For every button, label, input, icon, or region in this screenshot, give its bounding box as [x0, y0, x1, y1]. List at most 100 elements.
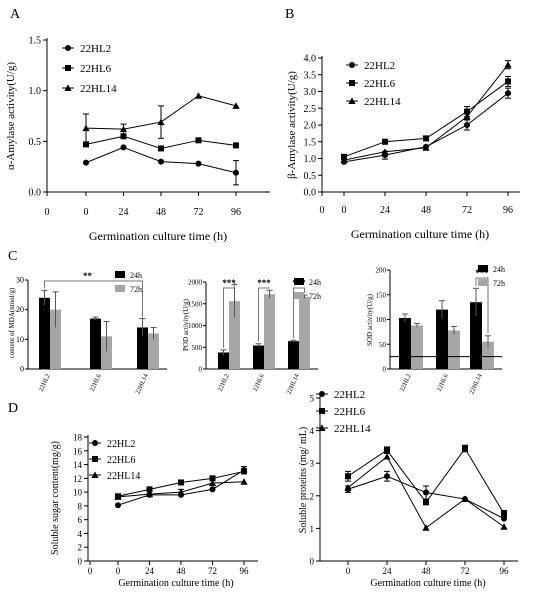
- chart-c2-bar-24h: [218, 352, 229, 369]
- chart-c3-x-tick-label: 22HL2: [399, 373, 413, 393]
- chart-c1-legend-swatch: [115, 285, 125, 292]
- chart-c3-bar-72h: [411, 325, 423, 369]
- chart-d1-point-22hl6: [146, 486, 153, 493]
- chart-c1-legend-label: 72h: [130, 285, 142, 294]
- chart-d2-legend-marker: [319, 408, 325, 414]
- chart-d2-point-22hl14: [422, 524, 430, 531]
- chart-b-y-axis-label: β-Amylase activity(U/g): [286, 71, 298, 179]
- chart-d1-y-tick-label: 0: [78, 557, 83, 567]
- chart-a-point-22hl6: [233, 142, 239, 149]
- chart-c3-y-tick-label: 50: [379, 341, 387, 349]
- chart-c3-y-tick-label: 0: [383, 366, 387, 374]
- chart-b-point-22hl6: [423, 135, 429, 142]
- chart-d2-x-tick-label: 96: [500, 566, 510, 576]
- chart-b-legend-label: 22HL2: [364, 60, 395, 72]
- chart-c2-significance-bracket: [223, 282, 235, 348]
- chart-d2-x-tick-label: 72: [461, 566, 470, 576]
- chart-d1-point-22hl2: [209, 486, 216, 493]
- chart-a-legend-label: 22HL2: [80, 43, 111, 55]
- chart-c2-x-tick-label: 22HL6: [252, 372, 266, 392]
- chart-c3-y-tick-label: 200: [376, 267, 387, 275]
- chart-c3-bar-72h: [448, 330, 460, 369]
- chart-c2-significance-bracket: [293, 287, 305, 339]
- chart-d2-y-tick-label: 0: [310, 557, 315, 567]
- chart-c1-y-tick-label: 10: [16, 335, 24, 344]
- chart-a-x-tick-label: 96: [231, 207, 241, 218]
- chart-c2-legend-label: 24h: [309, 278, 321, 287]
- chart-b-point-22hl2: [505, 90, 511, 97]
- chart-b-x-tick-label: 96: [503, 205, 513, 216]
- chart-d1-point-22hl14: [240, 478, 248, 485]
- panel-label-a: A: [10, 7, 21, 22]
- chart-c1-bar-72h: [50, 309, 61, 369]
- chart-c1-bar-24h: [137, 327, 148, 369]
- chart-c1-y-tick-label: 20: [16, 305, 24, 314]
- chart-b-point-22hl2: [464, 122, 470, 128]
- chart-d1-y-tick-label: 6: [78, 515, 83, 525]
- chart-a-point-22hl14: [82, 124, 90, 132]
- chart-d1-legend-marker: [92, 456, 98, 462]
- chart-d1-y-tick-label: 2: [78, 543, 83, 553]
- chart-b-x-axis-label: Germination culture time (h): [351, 227, 489, 241]
- chart-c3-y-tick-label: 100: [376, 316, 387, 324]
- chart-d1-x-tick-label: 0: [116, 566, 121, 576]
- chart-c2-significance-bracket: [258, 287, 270, 342]
- chart-d2-y-tick-label: 4: [310, 426, 315, 436]
- chart-b-legend-marker: [349, 80, 355, 86]
- chart-c2-y-tick-label: 0: [199, 366, 203, 374]
- chart-a-point-22hl2: [158, 158, 164, 165]
- chart-d1-point-22hl6: [178, 479, 184, 486]
- chart-c2-x-tick-label: 22HL14: [285, 372, 301, 395]
- chart-d1-legend-label: 22HL2: [107, 439, 135, 450]
- chart-b-y-tick-label: 1.0: [304, 154, 317, 165]
- chart-d1-y-tick-label: 18: [73, 433, 83, 443]
- chart-c3-legend-label: 24h: [493, 265, 505, 274]
- chart-c1-x-tick-label: 22HL14: [134, 372, 150, 395]
- chart-b-x-tick-label: 0: [320, 205, 325, 216]
- chart-c1-y-tick-label: 0: [20, 365, 24, 374]
- chart-c2-significance-label: ***: [257, 278, 271, 288]
- chart-c1-legend-label: 24h: [130, 271, 142, 280]
- chart-a-point-22hl14: [119, 125, 128, 133]
- chart-b-legend-marker: [348, 97, 356, 104]
- chart-b-point-22hl14: [381, 148, 389, 155]
- chart-a-legend-marker: [65, 65, 71, 71]
- chart-d2-legend-label: 22HL14: [334, 423, 371, 435]
- chart-d1-point-22hl6: [241, 468, 247, 475]
- chart-d1-y-tick-label: 10: [73, 488, 83, 498]
- chart-c3-significance-bracket: [475, 277, 489, 334]
- chart-c3-y-axis-label: SOD activity(U/g): [366, 293, 374, 346]
- chart-d2-point-22hl14: [344, 484, 352, 491]
- chart-d2-x-tick-label: 0: [346, 566, 351, 576]
- chart-a-point-22hl2: [233, 169, 239, 176]
- chart-d1-x-tick-label: 96: [240, 566, 250, 576]
- chart-c2-bar-72h: [229, 301, 240, 369]
- chart-c1-significance-bracket: [44, 280, 143, 317]
- chart-d1-point-22hl2: [115, 502, 121, 509]
- chart-d2-y-axis-label: Soluble proteins (mg/ mL): [298, 427, 309, 533]
- chart-d2-legend-marker: [319, 391, 325, 397]
- chart-c3-legend-label: 72h: [493, 279, 505, 288]
- chart-b-legend-marker: [349, 62, 355, 68]
- chart-b-y-tick-label: 0.0: [304, 188, 317, 199]
- chart-c3-x-tick-label: 22HL14: [468, 372, 484, 395]
- chart-b-x-tick-label: 24: [380, 205, 390, 216]
- chart-a-point-22hl2: [83, 159, 89, 166]
- chart-d2-point-22hl14: [500, 523, 508, 530]
- chart-a-point-22hl14: [232, 102, 240, 109]
- chart-d2-point-22hl6: [384, 447, 390, 454]
- chart-b-y-tick-label: 0.5: [304, 171, 317, 182]
- chart-c2-bar-24h: [288, 341, 299, 369]
- chart-d2-point-22hl6: [423, 499, 429, 506]
- chart-c1-y-axis-label: content of MDA(nmol/g): [8, 287, 16, 358]
- chart-c1-bar-72h: [101, 336, 112, 369]
- chart-a-x-tick-label: 24: [119, 207, 129, 218]
- chart-a-y-tick-label: 1.0: [29, 86, 42, 97]
- chart-c3-legend-swatch: [478, 279, 488, 286]
- chart-d2-point-22hl14: [461, 495, 469, 503]
- chart-b-legend-label: 22HL14: [364, 96, 401, 108]
- chart-c1-bar-24h: [39, 297, 50, 369]
- chart-b-y-tick-label: 4.0: [304, 54, 317, 65]
- chart-c3-y-tick-label: 150: [376, 291, 387, 299]
- chart-d1-point-22hl6: [209, 475, 216, 482]
